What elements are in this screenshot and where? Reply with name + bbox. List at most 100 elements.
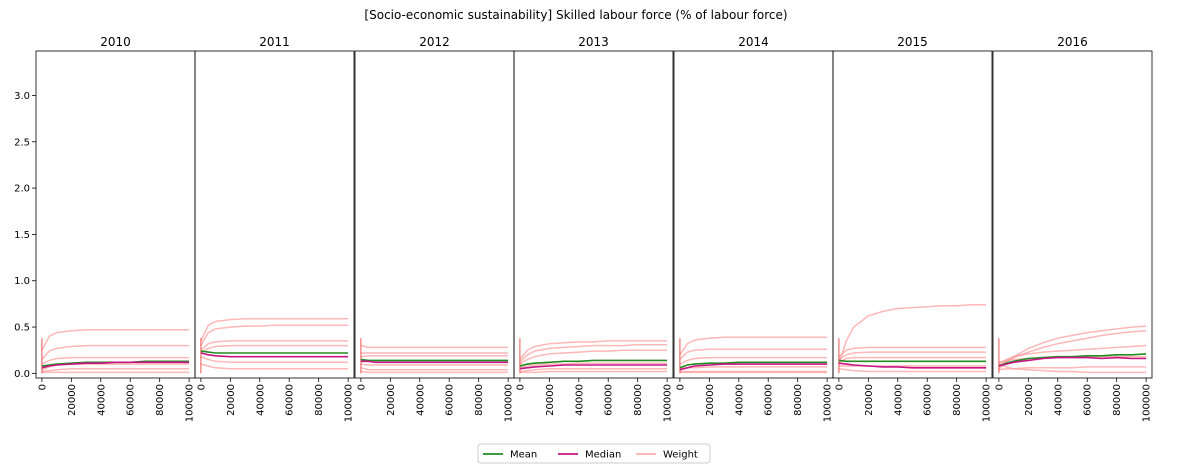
- weight-line: [998, 344, 1147, 365]
- x-tick-label: 0: [834, 384, 845, 390]
- legend-box: [477, 443, 711, 464]
- panel-title: 2016: [1057, 35, 1088, 49]
- panel-2015: 2015 0 20000 40000 60000 80000 100000: [832, 35, 993, 422]
- x-tick-label: 100000: [504, 384, 515, 422]
- x-tick-label: 60000: [1083, 384, 1094, 416]
- x-tick-label: 60000: [604, 384, 615, 416]
- panel-frame: [194, 50, 355, 379]
- panels-layer: 2010 0 20000 40000 60000 80000 100000 0.0 0.5 1.0…: [14, 35, 1153, 422]
- x-tick-label: 40000: [255, 384, 266, 416]
- y-tick-label: 2.5: [14, 137, 30, 148]
- weight-line: [41, 344, 190, 360]
- panel-2013: 2013 0 20000 40000 60000 80000 100000: [513, 35, 674, 422]
- mean-line: [360, 358, 509, 362]
- weight-line: [200, 317, 349, 342]
- x-tick-label: 80000: [474, 384, 485, 416]
- x-tick-label: 0: [37, 384, 48, 390]
- panel-2012: 2012 0 20000 40000 60000 80000 100000: [354, 35, 515, 422]
- median-line: [679, 363, 828, 371]
- panel-frame: [513, 50, 674, 379]
- x-tick-label: 0: [675, 384, 686, 390]
- x-tick-label: 20000: [545, 384, 556, 416]
- weight-line: [200, 344, 349, 354]
- panel-frame: [992, 50, 1153, 379]
- x-tick-label: 40000: [734, 384, 745, 416]
- mean-line: [519, 359, 668, 367]
- x-tick-label: 100000: [344, 384, 355, 422]
- weight-line: [360, 355, 509, 358]
- panel-frame: [354, 50, 515, 379]
- x-tick-label: 40000: [574, 384, 585, 416]
- median-line: [838, 362, 987, 369]
- weight-line: [838, 351, 987, 361]
- panel-2010: 2010 0 20000 40000 60000 80000 100000 0.0 0.5 1.0…: [14, 35, 196, 422]
- x-tick-label: 40000: [415, 384, 426, 416]
- panel-title: 2013: [578, 35, 609, 49]
- x-tick-label: 20000: [864, 384, 875, 416]
- y-tick-label: 3.0: [14, 91, 30, 102]
- x-tick-label: 100000: [185, 384, 196, 422]
- x-tick-label: 0: [356, 384, 367, 390]
- panel-title: 2014: [738, 35, 769, 49]
- weight-line: [679, 336, 828, 356]
- x-tick-label: 40000: [96, 384, 107, 416]
- panel-2014: 2014 0 20000 40000 60000 80000 100000: [673, 35, 834, 422]
- weight-line: [838, 367, 987, 373]
- x-tick-label: 80000: [1112, 384, 1123, 416]
- x-tick-label: 80000: [793, 384, 804, 416]
- weight-line: [200, 340, 349, 351]
- weight-line: [998, 363, 1147, 374]
- x-tick-label: 80000: [314, 384, 325, 416]
- weight-line: [360, 370, 509, 374]
- x-tick-label: 80000: [155, 384, 166, 416]
- weight-line: [200, 355, 349, 364]
- y-tick-label: 2.0: [14, 184, 30, 195]
- weight-line: [838, 304, 987, 365]
- weight-line: [998, 330, 1147, 367]
- legend-label-weight: Weight: [663, 450, 698, 461]
- median-line: [200, 352, 349, 358]
- median-line: [998, 356, 1147, 367]
- x-tick-label: 60000: [445, 384, 456, 416]
- chart-title: [Socio-economic sustainability] Skilled …: [364, 8, 787, 22]
- panel-title: 2012: [419, 35, 450, 49]
- x-tick-label: 60000: [285, 384, 296, 416]
- y-tick-label: 1.5: [14, 230, 30, 241]
- weight-line: [360, 344, 509, 349]
- x-tick-label: 0: [515, 384, 526, 390]
- x-tick-label: 60000: [126, 384, 137, 416]
- weight-line: [360, 367, 509, 371]
- weight-line: [838, 356, 987, 363]
- x-tick-label: 40000: [893, 384, 904, 416]
- weight-line: [41, 329, 190, 351]
- weight-line: [519, 340, 668, 360]
- weight-line: [679, 356, 828, 365]
- median-line: [360, 360, 509, 364]
- weight-line: [519, 349, 668, 365]
- panel-frame: [832, 50, 993, 379]
- x-tick-label: 80000: [633, 384, 644, 416]
- weight-line: [838, 346, 987, 358]
- weight-line: [519, 343, 668, 363]
- y-tick-label: 0.5: [14, 323, 30, 334]
- mean-line: [200, 350, 349, 354]
- x-tick-label: 60000: [764, 384, 775, 416]
- x-tick-label: 80000: [952, 384, 963, 416]
- x-tick-label: 20000: [226, 384, 237, 416]
- panel-2011: 2011 0 20000 40000 60000 80000 100000: [194, 35, 355, 422]
- x-tick-label: 100000: [982, 384, 993, 422]
- median-line: [519, 364, 668, 370]
- weight-line: [679, 366, 828, 370]
- panel-title: 2011: [259, 35, 290, 49]
- weight-line: [679, 348, 828, 361]
- x-tick-label: 20000: [67, 384, 78, 416]
- panel-title: 2015: [897, 35, 928, 49]
- weight-line: [519, 362, 668, 369]
- mean-line: [838, 359, 987, 363]
- x-tick-label: 20000: [386, 384, 397, 416]
- weight-line: [41, 367, 190, 373]
- weight-line: [41, 356, 190, 365]
- weight-line: [519, 367, 668, 373]
- x-tick-label: 40000: [1053, 384, 1064, 416]
